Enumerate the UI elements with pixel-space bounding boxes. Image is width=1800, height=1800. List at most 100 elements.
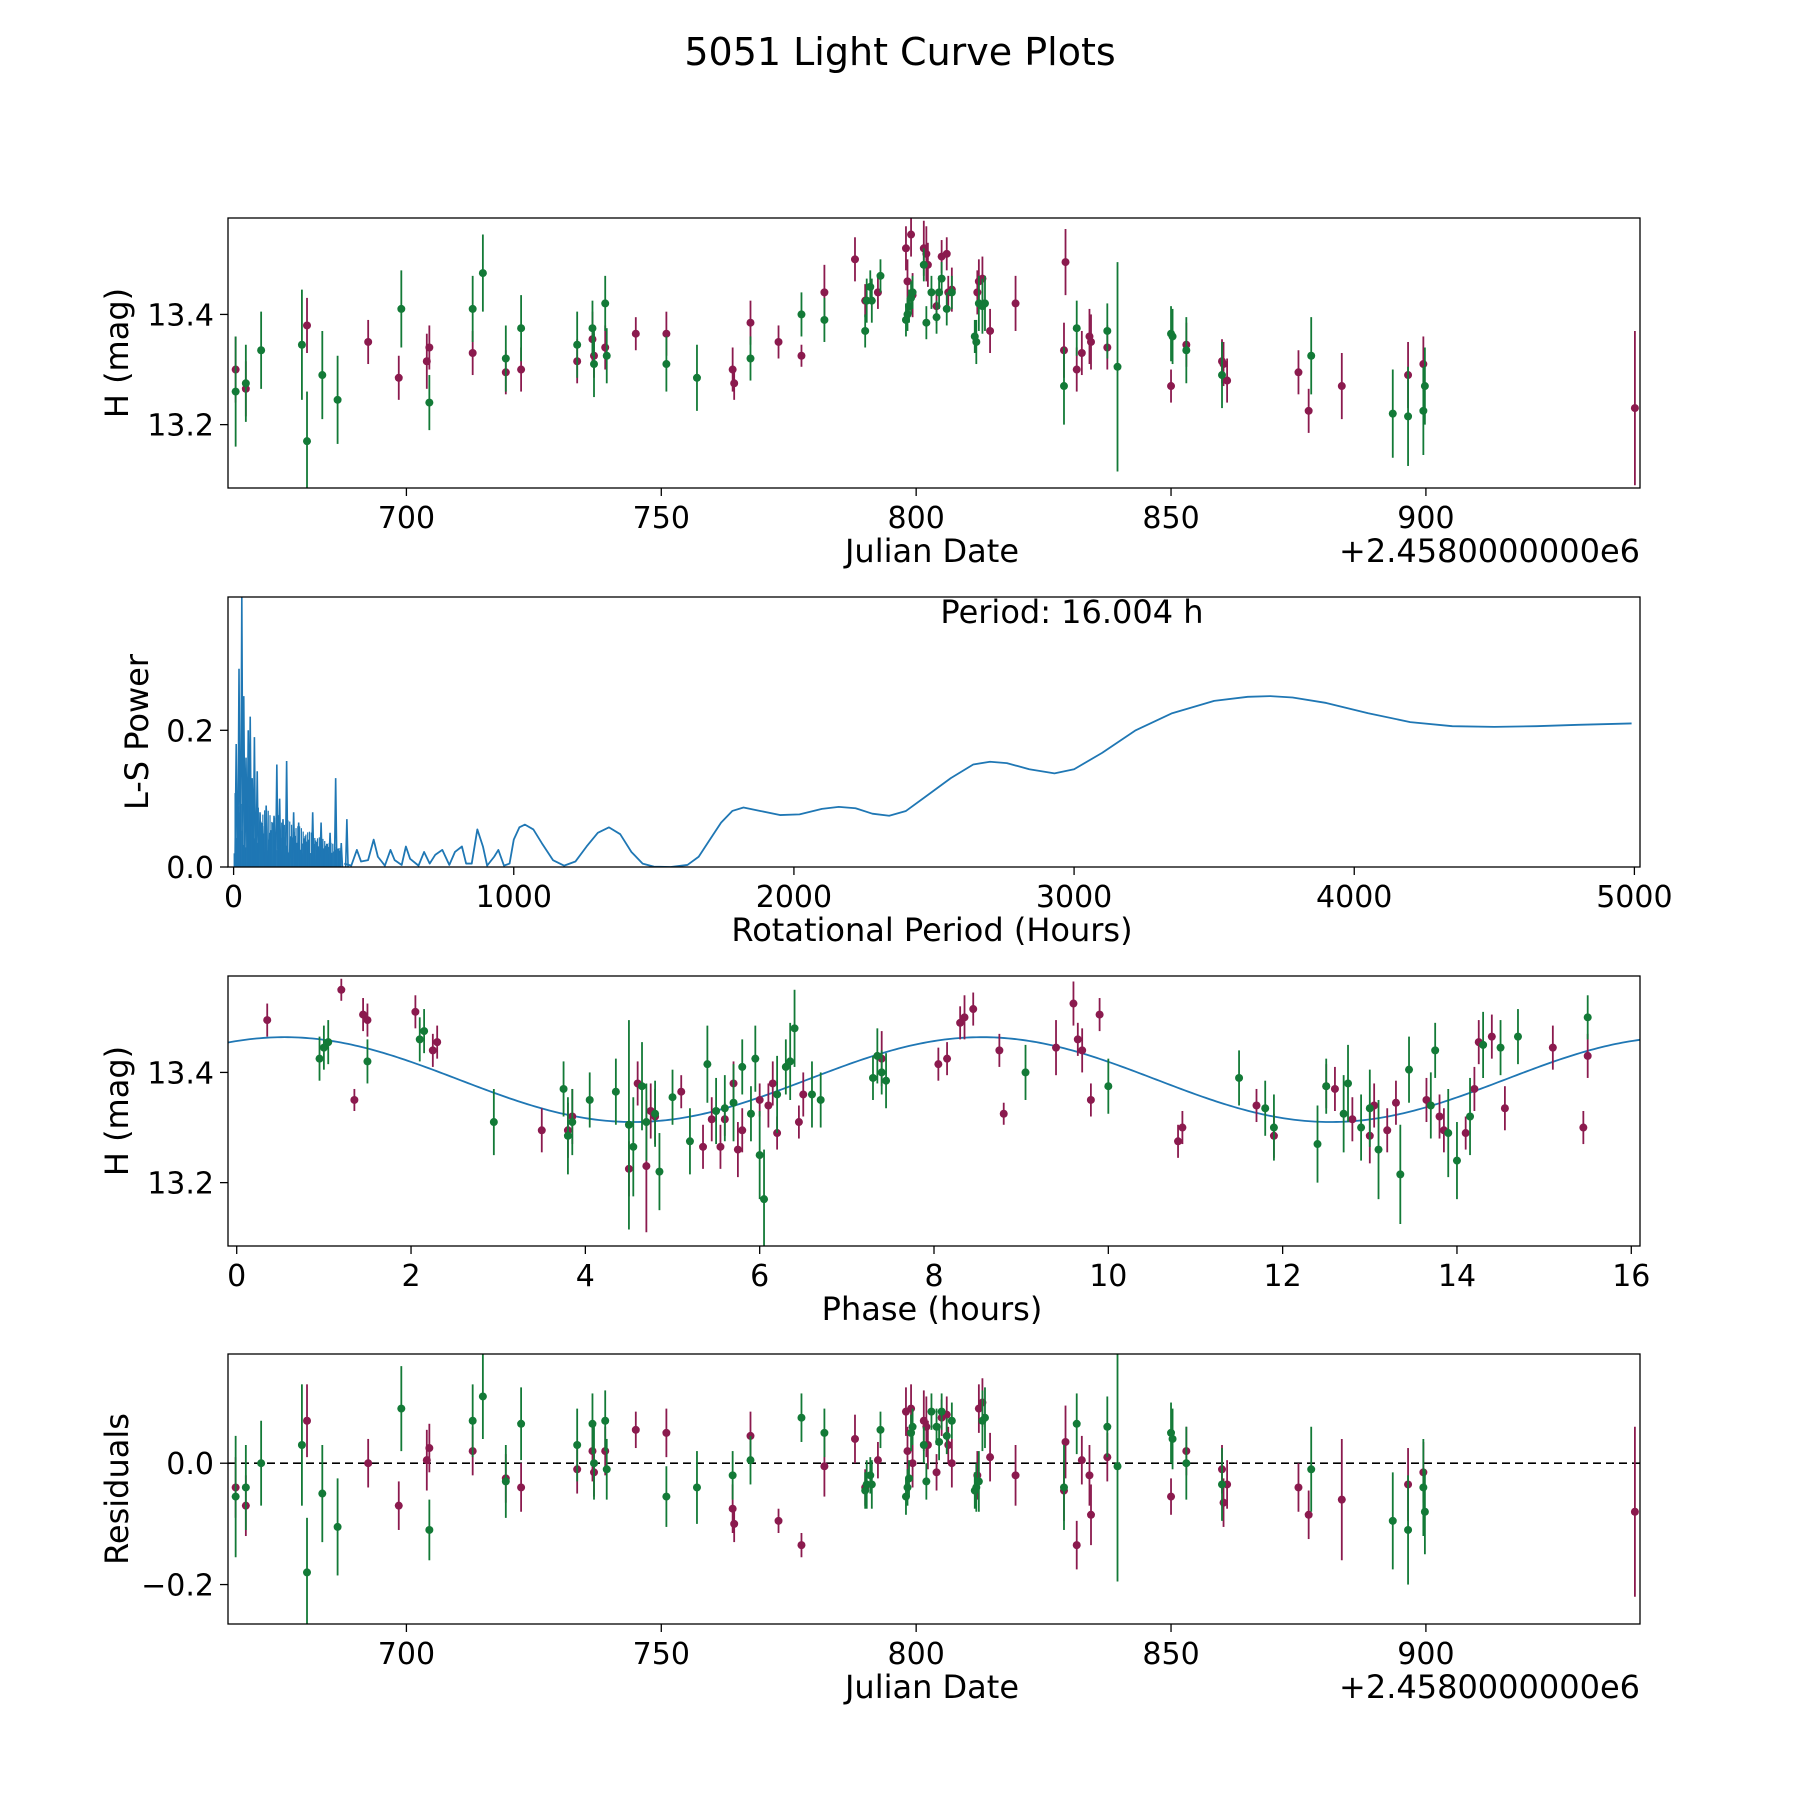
lightcurve-data-point — [601, 299, 610, 308]
phased-data-point — [956, 1018, 965, 1027]
residuals-data-point — [905, 1474, 914, 1483]
lightcurve-data-point — [1011, 299, 1020, 308]
lightcurve-data-point — [1167, 382, 1176, 391]
lightcurve-data-point — [919, 260, 928, 269]
lightcurve-xtick-label: 850 — [1142, 501, 1199, 536]
phased-data-point — [1422, 1095, 1431, 1104]
residuals-data-point — [980, 1413, 989, 1422]
lightcurve-data-point — [973, 288, 982, 297]
phased-data-point — [315, 1054, 324, 1063]
residuals-data-point — [397, 1404, 406, 1413]
residuals-data-point — [728, 1471, 737, 1480]
periodogram-xtick-label: 4000 — [1316, 880, 1392, 915]
lightcurve-data-point — [746, 318, 755, 327]
residuals-data-point — [903, 1483, 912, 1492]
residuals-data-point — [797, 1413, 806, 1422]
phased-data-point — [768, 1079, 777, 1088]
phased-data-point — [755, 1151, 764, 1160]
phased-data-point — [642, 1118, 651, 1127]
phased-data-point — [794, 1118, 803, 1127]
phased-data-point — [877, 1068, 886, 1077]
lightcurve-data-point — [517, 365, 526, 374]
lightcurve-data-point — [1077, 349, 1086, 357]
residuals-data-point — [1420, 1507, 1429, 1516]
phased-data-point — [1095, 1010, 1104, 1019]
lightcurve-data-point — [746, 354, 755, 363]
lightcurve-xtick-label: 700 — [378, 501, 435, 536]
phased-data-point — [1344, 1079, 1353, 1088]
residuals-data-point — [866, 1471, 875, 1480]
lightcurve-data-point — [1420, 382, 1429, 391]
phased-data-point — [1322, 1082, 1331, 1091]
residuals-data-point — [1011, 1471, 1020, 1480]
phased-data-point — [1426, 1101, 1435, 1110]
residuals-data-point — [425, 1444, 434, 1453]
lightcurve-data-point — [1218, 371, 1227, 380]
residuals-x-offset: +2.4580000000e6 — [1339, 1668, 1640, 1706]
phased-data-point — [1548, 1043, 1557, 1052]
phased-data-point — [263, 1016, 272, 1025]
phased-ytick-label: 13.4 — [147, 1056, 214, 1091]
lightcurve-data-point — [602, 351, 611, 360]
lightcurve-axes-frame — [227, 217, 1641, 489]
residuals-data-point — [927, 1407, 936, 1416]
residuals-data-point — [303, 1416, 312, 1425]
residuals-data-point — [932, 1468, 941, 1477]
phased-data-point — [420, 1027, 429, 1036]
phased-data-point — [685, 1137, 694, 1146]
residuals-ytick-label: −0.2 — [141, 1569, 214, 1604]
lightcurve-data-point — [601, 343, 610, 352]
lightcurve-data-point — [1072, 324, 1081, 333]
residuals-data-layer — [228, 1354, 1640, 1624]
periodogram-xtick-label: 3000 — [1036, 880, 1112, 915]
lightcurve-data-point — [364, 337, 373, 346]
residuals-data-point — [1072, 1419, 1081, 1428]
lightcurve-ylabel: H (mag) — [98, 288, 136, 418]
lightcurve-data-point — [1337, 382, 1346, 391]
phased-data-point — [699, 1142, 708, 1151]
phased-data-point — [720, 1104, 729, 1113]
residuals-data-point — [1085, 1471, 1094, 1480]
lightcurve-data-point — [774, 337, 783, 346]
lightcurve-data-point — [972, 337, 981, 346]
phased-data-point — [755, 1095, 764, 1104]
phased-xtick-label: 6 — [750, 1259, 769, 1294]
lightcurve-data-point — [942, 249, 951, 258]
residuals-ticks: 700 750 800 850 900 −0.2 0.0 — [141, 1447, 1454, 1672]
lightcurve-data-point — [866, 282, 875, 291]
phased-data-point — [738, 1126, 747, 1135]
residuals-data-point — [746, 1456, 755, 1465]
phased-data-point — [585, 1095, 594, 1104]
phased-data-point — [1269, 1123, 1278, 1132]
period-annotation: Period: 16.004 h — [940, 593, 1203, 631]
lightcurve-data-point — [1419, 406, 1428, 415]
phased-data-point — [799, 1090, 808, 1099]
phased-data-point — [350, 1095, 359, 1104]
phased-data-point — [1313, 1140, 1322, 1149]
residuals-data-point — [1113, 1462, 1122, 1471]
phased-data-point — [781, 1062, 790, 1071]
phased-data-point — [786, 1057, 795, 1066]
lightcurve-data-point — [397, 304, 406, 313]
residuals-data-point — [303, 1568, 312, 1577]
periodogram-xlabel: Rotational Period (Hours) — [731, 911, 1132, 949]
phased-data-point — [1500, 1104, 1509, 1113]
residuals-data-point — [908, 1459, 917, 1468]
phased-data-point — [428, 1046, 437, 1055]
lightcurve-data-point — [797, 310, 806, 319]
periodogram-ticks: 0 1000 2000 3000 4000 5000 0.0 0.2 — [166, 714, 1672, 915]
lightcurve-data-point — [867, 296, 876, 305]
phased-ticks: 0 2 4 6 8 10 12 14 16 13.2 13.4 — [147, 1056, 1650, 1294]
lightcurve-series-band-b — [231, 234, 1429, 488]
lightcurve-data-point — [303, 437, 312, 446]
periodogram-xtick-label: 0 — [224, 880, 243, 915]
phased-xtick-label: 2 — [401, 1259, 420, 1294]
phased-data-point — [1583, 1013, 1592, 1022]
lightcurve-data-point — [861, 326, 870, 335]
phased-data-point — [712, 1107, 721, 1115]
phased-data-point — [1470, 1084, 1479, 1093]
residuals-data-point — [501, 1477, 510, 1486]
phased-data-point — [563, 1131, 572, 1140]
lightcurve-data-point — [692, 373, 701, 382]
phased-data-point — [960, 1013, 969, 1022]
